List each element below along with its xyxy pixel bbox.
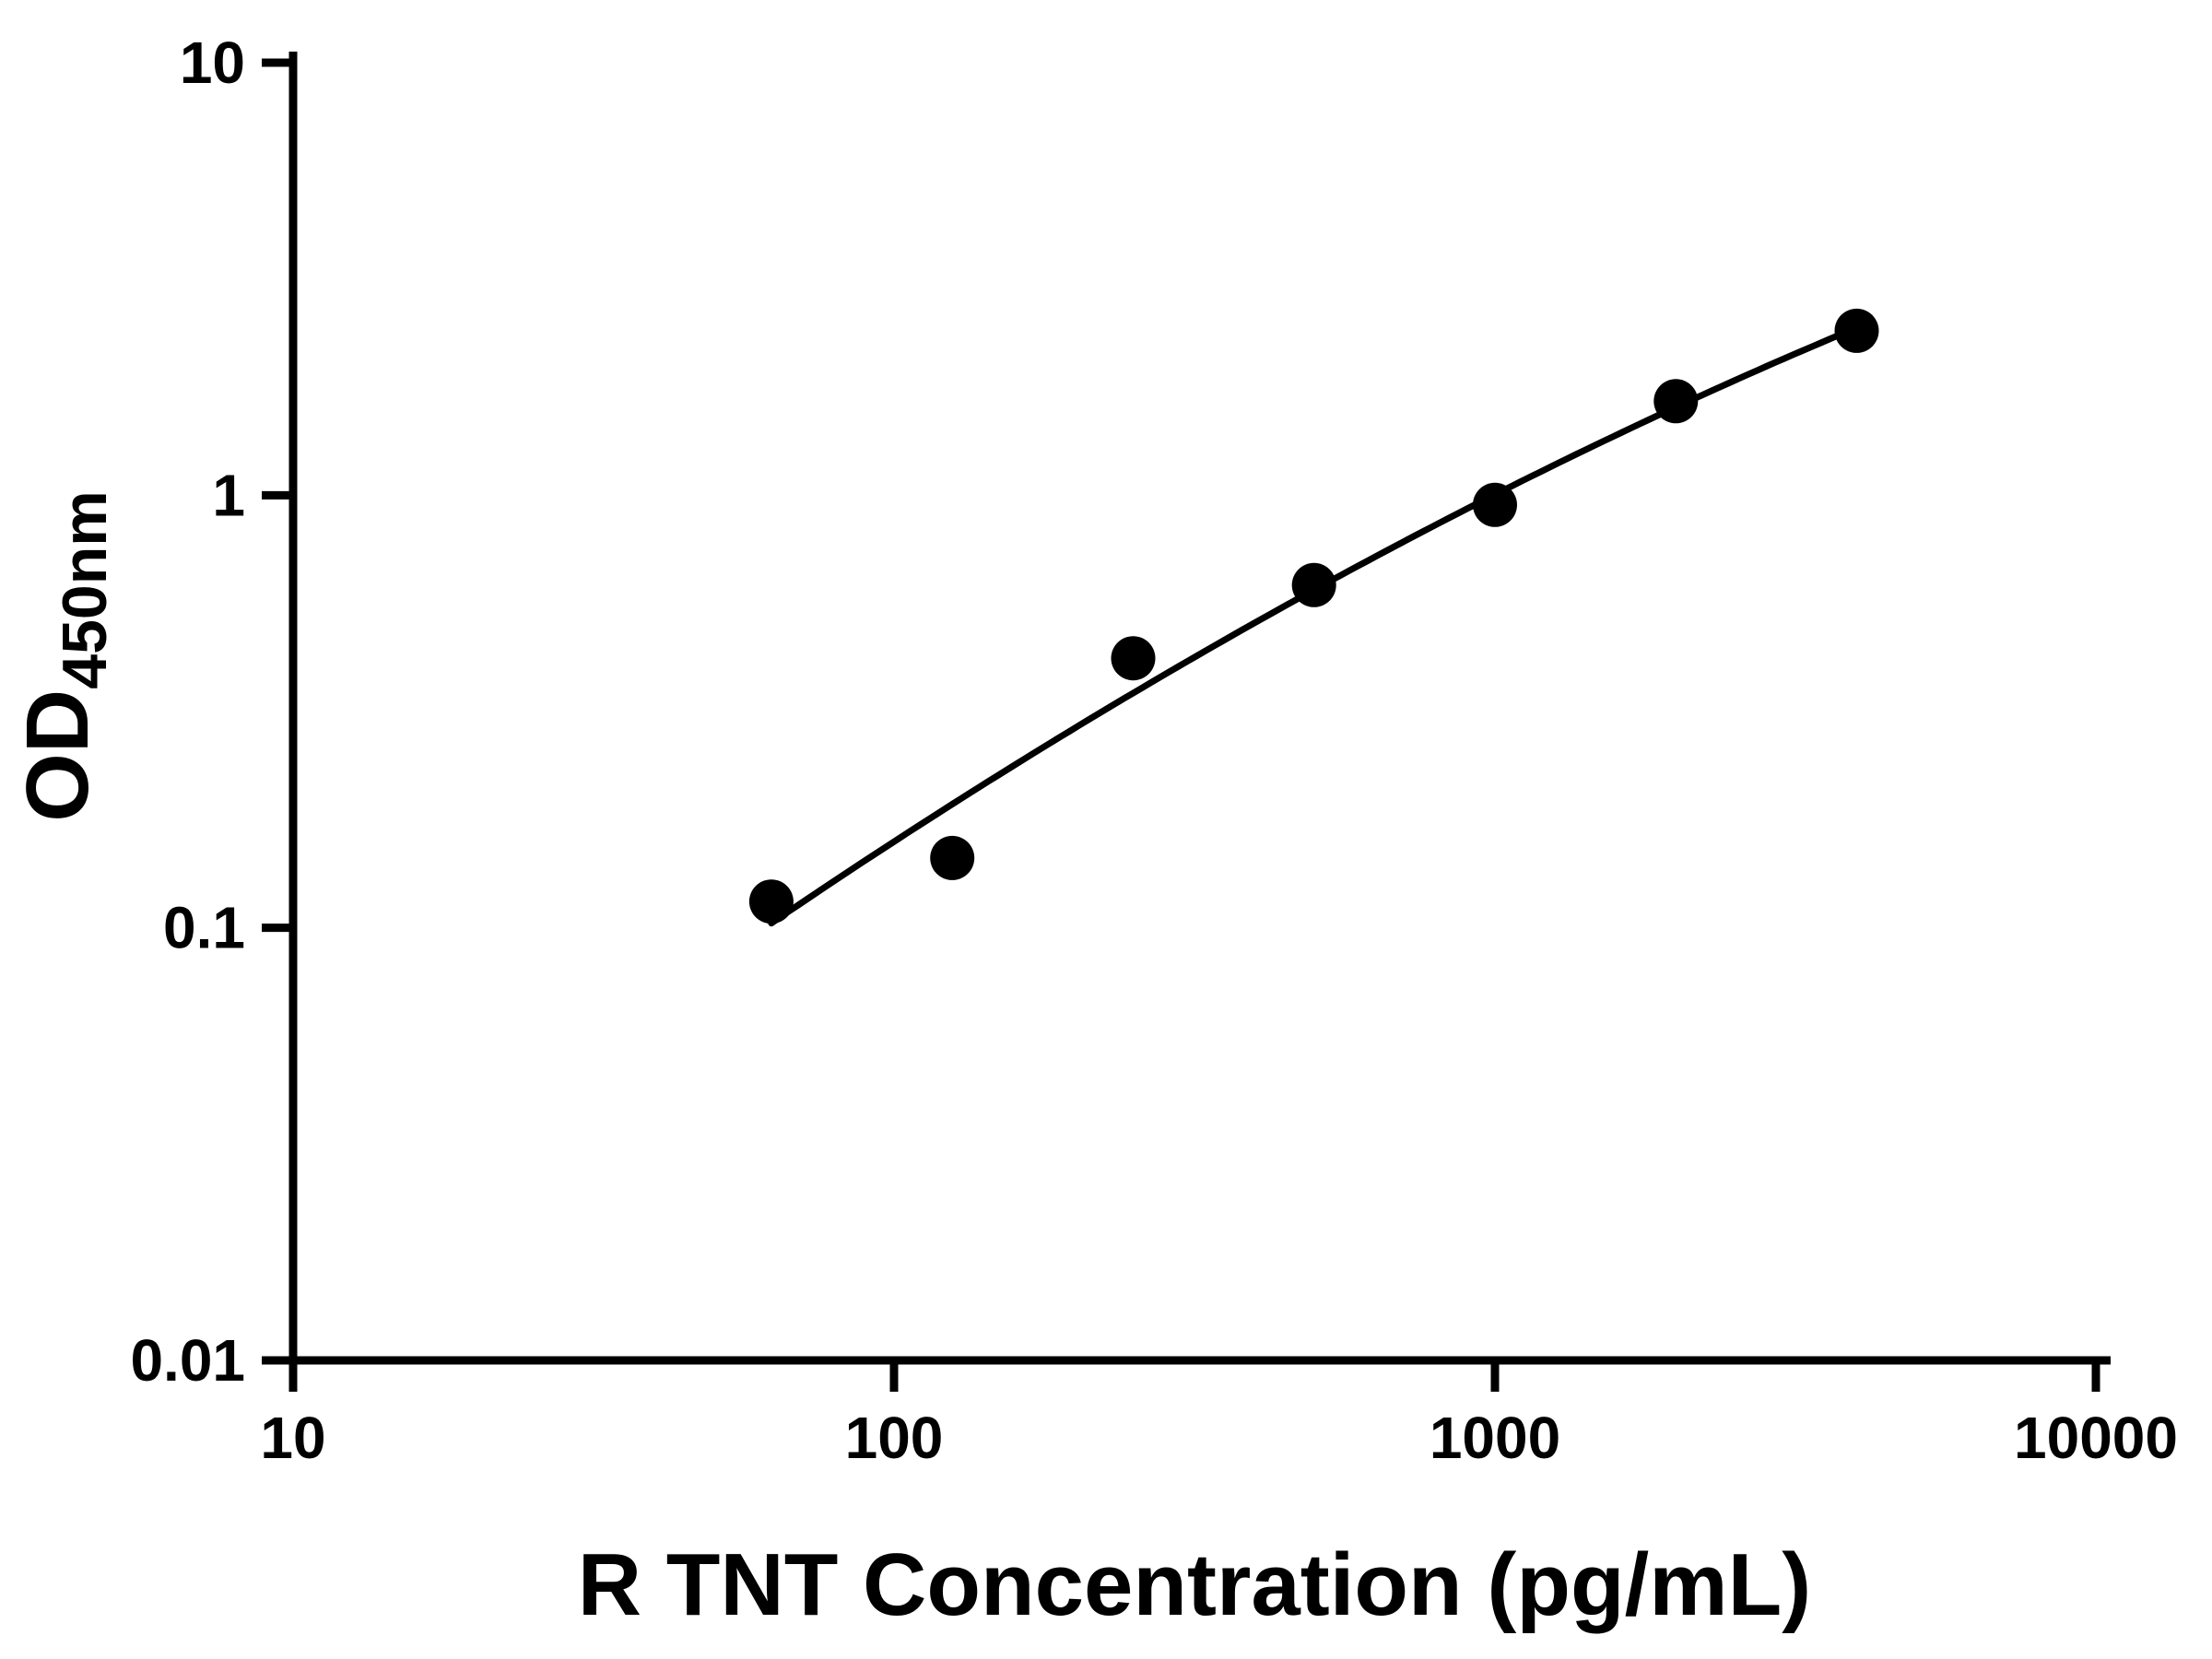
x-tick-label: 100 (845, 1405, 944, 1471)
data-point (1291, 562, 1336, 607)
y-axis-title-main: OD (8, 689, 107, 822)
x-axis-title: R TNT Concentration (pg/mL) (578, 1535, 1812, 1634)
y-tick-label: 1 (212, 462, 245, 528)
y-tick-label: 0.1 (163, 895, 245, 961)
data-point (748, 879, 794, 924)
y-axis-title-subscript: 450nm (50, 490, 120, 688)
data-point (1834, 308, 1879, 353)
fit-curve (768, 324, 1860, 927)
data-point (1473, 482, 1517, 527)
y-axis-title: OD450nm (8, 490, 120, 821)
x-tick-label: 10000 (2014, 1405, 2178, 1471)
data-point (1111, 636, 1156, 681)
data-point (930, 835, 975, 880)
data-point (1653, 379, 1699, 424)
y-tick-label: 10 (180, 29, 245, 96)
x-tick-label: 10 (260, 1405, 325, 1471)
y-tick-label: 0.01 (130, 1327, 245, 1394)
x-tick-label: 1000 (1430, 1405, 1560, 1471)
